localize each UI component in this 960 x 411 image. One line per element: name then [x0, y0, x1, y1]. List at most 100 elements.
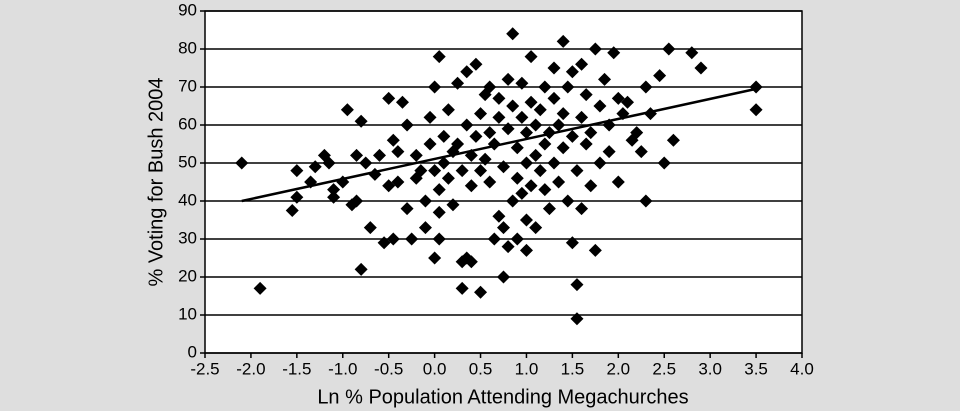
point — [359, 156, 373, 170]
point — [423, 137, 437, 151]
point — [515, 186, 529, 200]
y-tick-label: 30 — [178, 228, 197, 247]
point — [565, 65, 579, 79]
y-tick-label: 40 — [178, 190, 197, 209]
point — [519, 126, 533, 140]
point — [235, 156, 249, 170]
point — [519, 156, 533, 170]
point — [556, 107, 570, 121]
point — [602, 145, 616, 159]
point — [469, 57, 483, 71]
point — [414, 164, 428, 178]
point — [478, 152, 492, 166]
point — [391, 175, 405, 189]
point — [552, 118, 566, 132]
point — [579, 137, 593, 151]
point — [547, 156, 561, 170]
point — [538, 137, 552, 151]
point — [497, 270, 510, 284]
point — [441, 103, 455, 117]
y-tick-label: 70 — [178, 76, 197, 95]
point — [455, 255, 469, 269]
point — [386, 232, 400, 246]
point — [575, 110, 589, 124]
x-tick-label: 3.0 — [698, 359, 722, 378]
point — [570, 164, 584, 178]
point — [662, 42, 676, 56]
point — [510, 232, 524, 246]
point — [533, 164, 547, 178]
point — [285, 204, 299, 217]
point — [386, 133, 400, 147]
point — [382, 91, 396, 105]
point — [455, 164, 469, 178]
point — [547, 61, 561, 75]
point — [634, 145, 648, 159]
plot-border — [204, 10, 803, 354]
plot-area — [205, 11, 802, 353]
point — [584, 179, 598, 193]
point — [519, 213, 533, 227]
point — [327, 183, 341, 197]
point — [451, 76, 465, 90]
point — [639, 80, 653, 94]
point — [588, 243, 602, 257]
point — [570, 312, 584, 326]
point — [354, 262, 368, 276]
point — [483, 175, 497, 189]
point — [308, 160, 322, 174]
point — [373, 148, 387, 162]
point — [290, 164, 304, 178]
point — [620, 95, 634, 109]
point — [501, 240, 515, 254]
point — [565, 129, 579, 143]
point — [510, 141, 524, 155]
point — [694, 61, 708, 75]
point — [593, 156, 607, 170]
point — [611, 175, 625, 189]
x-tick-label: 2.5 — [652, 359, 676, 378]
point — [579, 88, 593, 102]
y-tick-label: 20 — [178, 266, 197, 285]
point — [428, 164, 442, 178]
point — [432, 183, 446, 197]
point — [441, 171, 455, 185]
y-axis-title: % Voting for Bush 2004 — [145, 77, 167, 286]
x-tick-label: 1.0 — [515, 359, 539, 378]
point — [418, 194, 432, 208]
point — [474, 164, 488, 178]
x-tick-label: 3.5 — [744, 359, 768, 378]
point — [446, 198, 460, 212]
point — [561, 194, 575, 208]
point — [492, 110, 506, 124]
point — [639, 194, 653, 208]
point — [653, 69, 667, 83]
y-tick-label: 0 — [188, 342, 197, 361]
point — [657, 156, 671, 170]
x-tick-label: -1.5 — [282, 359, 311, 378]
x-tick-label: 0.5 — [469, 359, 493, 378]
point — [253, 281, 267, 295]
point — [666, 133, 680, 147]
point — [584, 126, 598, 140]
x-tick-label: -2.0 — [236, 359, 265, 378]
point — [497, 160, 510, 174]
point — [529, 118, 543, 132]
point — [474, 107, 488, 121]
point — [575, 202, 589, 216]
x-tick-label: 1.5 — [561, 359, 585, 378]
point — [575, 57, 589, 71]
y-tick-label: 10 — [178, 304, 197, 323]
x-tick-label: 4.0 — [790, 359, 814, 378]
x-tick-label: -2.5 — [190, 359, 219, 378]
point — [506, 27, 520, 41]
point — [391, 145, 405, 159]
trend-line — [241, 87, 757, 203]
point — [501, 122, 515, 136]
x-axis-title: Ln % Population Attending Megachurches — [317, 386, 688, 408]
point — [556, 34, 570, 48]
point — [561, 80, 575, 94]
point — [630, 126, 644, 140]
x-tick-label: -0.5 — [374, 359, 403, 378]
